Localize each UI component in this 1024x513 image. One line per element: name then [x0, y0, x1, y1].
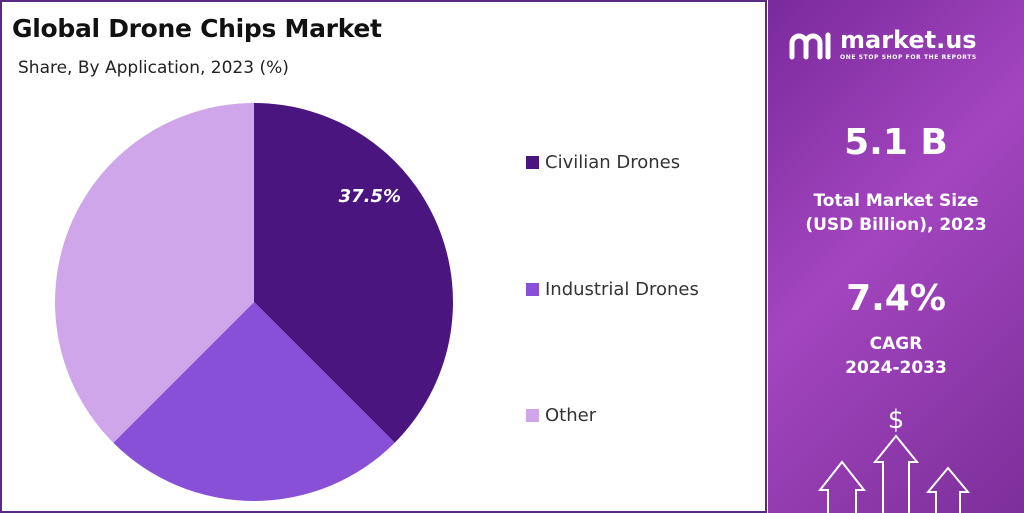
cagr-value: 7.4% [846, 278, 946, 319]
brand: market.us ONE STOP SHOP FOR THE REPORTS [788, 28, 977, 61]
pie-data-label-civilian-drones: 37.5% [339, 186, 401, 207]
market-us-logo-icon [789, 32, 831, 59]
brand-tagline: ONE STOP SHOP FOR THE REPORTS [840, 54, 977, 61]
growth-arrows-graphic: $ [817, 405, 971, 513]
legend-swatch-other [526, 409, 539, 422]
pie-slice-civilian-drones [254, 103, 454, 443]
chart-title: Global Drone Chips Market [12, 14, 382, 43]
market-size-value: 5.1 B [844, 122, 948, 163]
brand-name: market.us [840, 26, 977, 54]
dollar-sign-icon: $ [888, 405, 905, 435]
cagr-label-line2: 2024-2033 [845, 358, 947, 378]
legend-label-other: Other [545, 405, 597, 426]
pie-slice-industrial-drones [113, 302, 395, 501]
legend-swatch-industrial-drones [526, 283, 539, 296]
pie-slice-other [54, 103, 254, 443]
pie-chart: 37.5% [54, 103, 454, 501]
market-size-label-line1: Total Market Size [813, 191, 979, 211]
legend-item-industrial-drones: Industrial Drones [526, 279, 699, 300]
info-sidebar: market.us ONE STOP SHOP FOR THE REPORTS … [768, 0, 1024, 513]
legend-item-other: Other [526, 405, 596, 426]
cagr-label-line1: CAGR [869, 334, 923, 354]
chart-panel: Global Drone Chips Market Share, By Appl… [0, 0, 767, 513]
growth-arrow-right-icon [925, 466, 971, 513]
chart-subtitle: Share, By Application, 2023 (%) [18, 58, 289, 78]
market-size-label-line2: (USD Billion), 2023 [805, 215, 987, 235]
growth-arrow-left-icon [817, 460, 867, 513]
legend-label-industrial-drones: Industrial Drones [545, 279, 699, 300]
legend-label-civilian-drones: Civilian Drones [545, 152, 681, 173]
legend-item-civilian-drones: Civilian Drones [526, 152, 680, 173]
growth-arrow-center-icon [872, 434, 920, 513]
legend-swatch-civilian-drones [526, 156, 539, 169]
